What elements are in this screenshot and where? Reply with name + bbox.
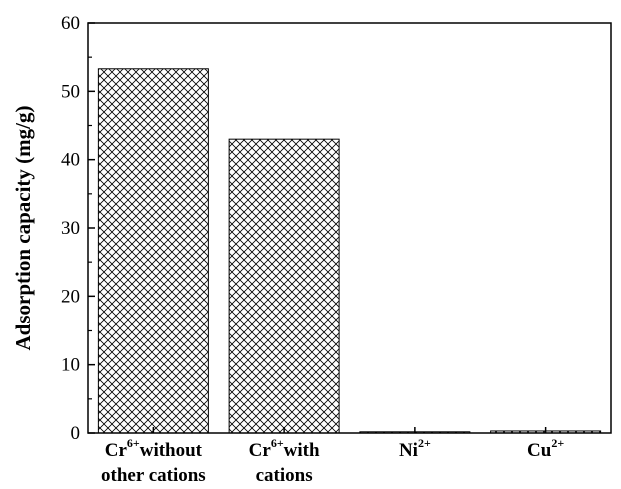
x-category-label: other cations	[101, 465, 206, 486]
x-category-label: Cu2+	[527, 436, 564, 461]
bar-1	[228, 138, 340, 434]
y-tick-label: 40	[61, 150, 80, 171]
x-category-label: Cr6+without	[105, 436, 203, 461]
y-tick-label: 30	[61, 218, 80, 239]
bars-group	[97, 68, 602, 434]
x-axis: Cr6+without other cations Cr6+with cations N…	[101, 427, 564, 486]
x-category-label: Ni2+	[399, 436, 431, 461]
x-category-label: Cr6+with	[249, 436, 320, 461]
y-tick-label: 60	[61, 13, 80, 34]
y-axis: 0 10 20 30 40 50 60	[61, 13, 95, 444]
y-axis-label: Adsorption capacity (mg/g)	[11, 106, 35, 351]
y-tick-label: 0	[71, 423, 81, 444]
x-category-label: cations	[256, 465, 313, 486]
bar-0	[97, 68, 209, 434]
y-tick-label: 50	[61, 81, 80, 102]
y-tick-label: 10	[61, 355, 80, 376]
y-tick-label: 20	[61, 286, 80, 307]
